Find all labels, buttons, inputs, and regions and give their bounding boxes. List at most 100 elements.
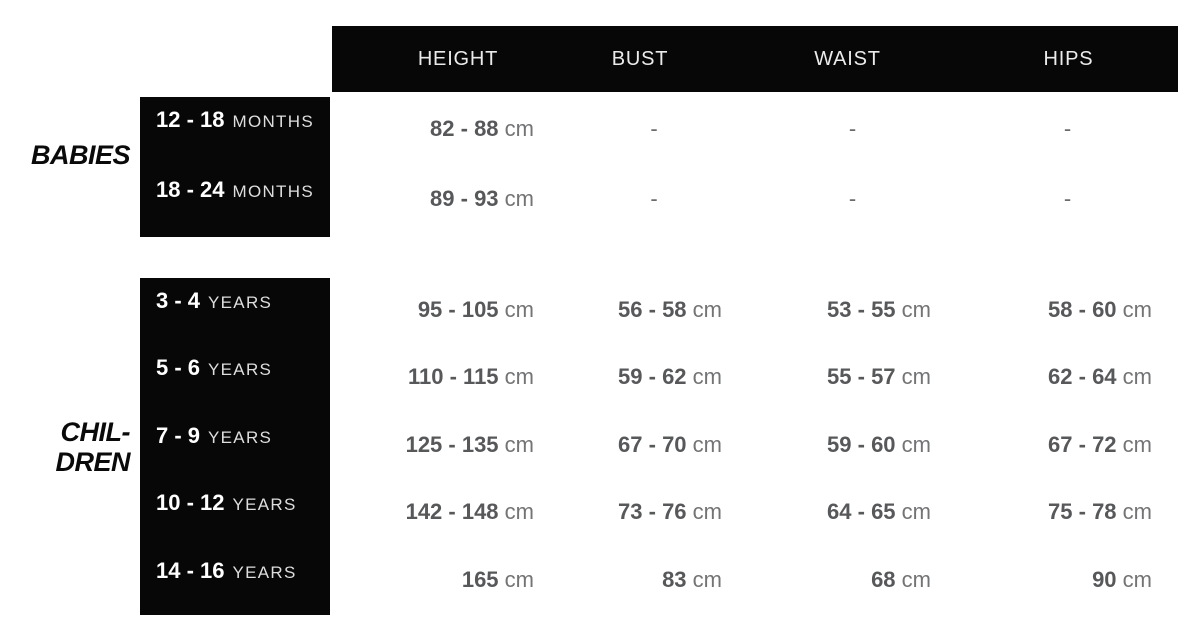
size-cell-empty: - [1063,116,1072,141]
size-unit: cm [686,364,722,390]
size-value: 68 [871,566,896,592]
size-unit: cm [895,566,931,592]
children-section-label: CHIL- DREN [0,417,130,477]
babies-section-label: BABIES [0,140,131,170]
age-range: 14 - 16 [156,557,225,583]
size-row: 95 - 105 cm 56 - 58 cm 53 - 55 cm 58 - 60 c… [332,278,1178,345]
size-unit: cm [686,297,722,322]
babies-section-label-text: BABIES [30,140,131,170]
size-value: 55 - 57 [827,364,896,390]
size-value: 125 - 135 [405,431,499,457]
size-unit: cm [498,297,534,322]
size-cell: 62 - 64 cm [957,363,1178,412]
size-unit: cm [1116,364,1152,390]
size-unit: cm [1116,297,1152,322]
age-unit: YEARS [208,360,273,380]
column-header-height: HEIGHT [417,47,499,70]
children-age-box: 3 - 4 YEARS 5 - 6 YEARS 7 - 9 YEARS 10 - 12 YEA… [140,278,330,615]
size-cell: 59 - 60 cm [748,431,957,480]
column-header-bust: BUST [611,47,669,70]
size-cell: 142 - 148 cm [332,498,560,547]
size-value: 53 - 55 [827,297,896,322]
size-cell: 73 - 76 cm [560,498,748,547]
size-cell-empty: - [650,116,658,141]
age-range: 18 - 24 [156,177,225,202]
age-range: 3 - 4 [156,288,201,313]
children-section-label-line2: DREN [55,447,130,477]
age-row: 10 - 12 YEARS [140,480,330,547]
size-value: 95 - 105 [417,297,499,322]
size-cell: 58 - 60 cm [957,296,1178,345]
size-cell: 64 - 65 cm [748,498,957,547]
size-row: 82 - 88 cm - - - [332,97,1178,167]
size-cell-empty: - [1063,186,1072,211]
size-value: 62 - 64 [1048,364,1117,390]
size-value: 64 - 65 [827,499,896,525]
size-cell: 82 - 88 cm [332,115,560,167]
size-value: 59 - 60 [827,431,896,457]
size-value: 110 - 115 [408,364,499,390]
size-unit: cm [498,566,534,592]
size-cell-empty: - [848,116,857,141]
size-row: 110 - 115 cm 59 - 62 cm 55 - 57 cm 62 - 64 … [332,345,1178,412]
size-value: 67 - 70 [618,431,687,457]
age-row: 18 - 24 MONTHS [140,167,330,237]
size-unit: cm [498,364,534,390]
size-value: 73 - 76 [618,499,687,525]
age-unit: YEARS [208,293,273,312]
size-unit: cm [1116,566,1152,592]
age-unit: MONTHS [232,182,314,201]
size-unit: cm [686,431,722,457]
size-value: 59 - 62 [618,364,687,390]
size-value: 58 - 60 [1048,297,1117,322]
size-value: 142 - 148 [405,499,499,525]
children-section-label-line1: CHIL- [60,417,131,447]
age-row: 12 - 18 MONTHS [140,97,330,167]
age-range: 7 - 9 [156,422,201,448]
size-unit: cm [498,116,534,141]
size-unit: cm [498,499,534,525]
babies-values: 82 - 88 cm - - - 89 - 93 cm - - - [332,97,1178,237]
size-cell: 83 cm [560,566,748,615]
size-value: 89 - 93 [430,186,499,211]
size-cell: 89 - 93 cm [332,185,560,237]
age-row: 14 - 16 YEARS [140,548,330,615]
size-unit: cm [1116,499,1152,525]
size-value: 82 - 88 [430,116,499,141]
age-unit: MONTHS [232,112,314,131]
age-row: 7 - 9 YEARS [140,413,330,480]
age-row: 5 - 6 YEARS [140,345,330,412]
size-unit: cm [686,566,722,592]
column-header-waist: WAIST [814,47,881,70]
column-header-hips: HIPS [1043,47,1094,70]
size-value: 75 - 78 [1048,499,1117,525]
size-cell-empty: - [650,186,658,211]
size-cell-empty: - [848,186,857,211]
size-cell: 165 cm [332,566,560,615]
age-unit: YEARS [208,427,273,447]
size-cell: 53 - 55 cm [748,296,957,345]
size-cell: 67 - 72 cm [957,431,1178,480]
column-header-bar: HEIGHT BUST WAIST HIPS [332,26,1178,92]
size-value: 165 [461,566,499,592]
size-cell: 110 - 115 cm [332,363,560,412]
age-range: 10 - 12 [156,490,225,516]
size-unit: cm [895,431,931,457]
size-cell: 59 - 62 cm [560,363,748,412]
size-row: 125 - 135 cm 67 - 70 cm 59 - 60 cm 67 - 72 … [332,413,1178,480]
size-cell: 75 - 78 cm [957,498,1178,547]
size-cell: 125 - 135 cm [332,431,560,480]
age-row: 3 - 4 YEARS [140,278,330,345]
size-cell: 56 - 58 cm [560,296,748,345]
babies-age-box: 12 - 18 MONTHS 18 - 24 MONTHS [140,97,330,237]
size-unit: cm [895,364,931,390]
size-cell: 90 cm [957,566,1178,615]
size-cell: 95 - 105 cm [332,296,560,345]
size-cell: 55 - 57 cm [748,363,957,412]
age-range: 12 - 18 [156,107,225,132]
size-value: 67 - 72 [1048,431,1117,457]
size-value: 90 [1092,566,1117,592]
age-range: 5 - 6 [156,355,201,381]
size-unit: cm [686,499,722,525]
size-row: 89 - 93 cm - - - [332,167,1178,237]
